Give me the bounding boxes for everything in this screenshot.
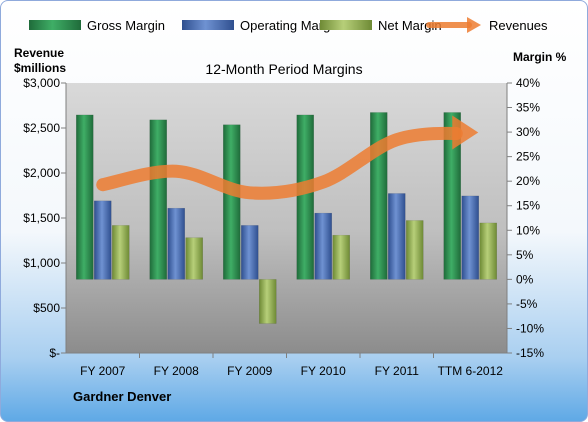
- right-tick-label-2: -5%: [516, 297, 538, 311]
- legend-swatch-net-margin: [320, 20, 372, 30]
- left-axis-label-line1: Revenue: [14, 46, 64, 60]
- bar-operating-margin-fy-2007: [94, 200, 112, 280]
- bar-gross-margin-fy-2007: [76, 114, 94, 280]
- legend-label-revenues: Revenues: [489, 18, 548, 33]
- right-tick-label-0: -15%: [516, 346, 544, 360]
- bar-net-margin-fy-2008: [185, 237, 203, 280]
- right-tick-label-3: 0%: [516, 272, 534, 286]
- right-tick-label-1: -10%: [516, 321, 544, 335]
- right-tick-label-11: 40%: [516, 76, 540, 90]
- bar-net-margin-fy-2011: [406, 220, 424, 280]
- right-tick-label-7: 20%: [516, 174, 540, 188]
- left-tick-label-3: $1,500: [23, 211, 60, 225]
- bar-net-margin-ttm-6-2012: [479, 222, 497, 280]
- bars-layer: [76, 112, 497, 324]
- bar-net-margin-fy-2007: [112, 225, 130, 280]
- left-tick-label-4: $2,000: [23, 166, 60, 180]
- bar-gross-margin-fy-2008: [149, 119, 167, 280]
- right-tick-label-9: 30%: [516, 125, 540, 139]
- left-tick-label-5: $2,500: [23, 121, 60, 135]
- right-tick-label-8: 25%: [516, 150, 540, 164]
- legend-label-gross-margin: Gross Margin: [87, 18, 165, 33]
- revenue-line: [96, 126, 463, 200]
- left-tick-label-2: $1,000: [23, 256, 60, 270]
- right-tick-label-4: 5%: [516, 248, 534, 262]
- bar-operating-margin-fy-2011: [388, 193, 406, 280]
- x-tick-label-ttm-6-2012: TTM 6-2012: [438, 364, 504, 378]
- legend-swatch-operating-margin: [182, 20, 234, 30]
- bar-gross-margin-fy-2010: [296, 114, 314, 280]
- left-tick-label-0: $-: [49, 346, 60, 360]
- bar-gross-margin-fy-2011: [370, 112, 388, 280]
- bar-operating-margin-fy-2010: [314, 212, 332, 280]
- company-name: Gardner Denver: [73, 389, 172, 404]
- bar-operating-margin-fy-2009: [241, 225, 259, 280]
- legend-label-net-margin: Net Margin: [378, 18, 442, 33]
- left-tick-label-6: $3,000: [23, 76, 60, 90]
- legend-label-operating-margin: Operating Margin: [240, 18, 340, 33]
- legend-swatch-revenues: [426, 17, 481, 33]
- left-axis-label-line2: $millions: [14, 61, 66, 75]
- x-tick-label-fy-2007: FY 2007: [80, 364, 125, 378]
- legend: Gross Margin Operating Margin Net Margin…: [29, 17, 548, 33]
- right-tick-label-5: 10%: [516, 223, 540, 237]
- bar-net-margin-fy-2010: [332, 234, 350, 280]
- right-tick-label-6: 15%: [516, 199, 540, 213]
- left-tick-label-1: $500: [33, 301, 60, 315]
- axes-layer: $- $500 $1,000 $1,500 $2,000 $2,500 $3,000 -15%…: [23, 76, 544, 378]
- right-tick-label-10: 35%: [516, 101, 540, 115]
- revenue-layer: [96, 115, 479, 200]
- bar-net-margin-fy-2009: [259, 279, 277, 324]
- x-tick-label-fy-2010: FY 2010: [301, 364, 346, 378]
- bar-gross-margin-ttm-6-2012: [443, 112, 461, 280]
- x-tick-label-fy-2009: FY 2009: [227, 364, 272, 378]
- chart-title: 12-Month Period Margins: [205, 61, 362, 77]
- revenue-arrowhead: [452, 115, 479, 150]
- bar-operating-margin-fy-2008: [167, 207, 185, 280]
- right-axis-label: Margin %: [513, 50, 567, 64]
- plot-area: [66, 83, 507, 353]
- legend-swatch-gross-margin: [29, 20, 81, 30]
- bar-operating-margin-ttm-6-2012: [461, 195, 479, 280]
- x-tick-label-fy-2008: FY 2008: [154, 364, 199, 378]
- bar-gross-margin-fy-2009: [223, 124, 241, 280]
- x-tick-label-fy-2011: FY 2011: [375, 364, 420, 378]
